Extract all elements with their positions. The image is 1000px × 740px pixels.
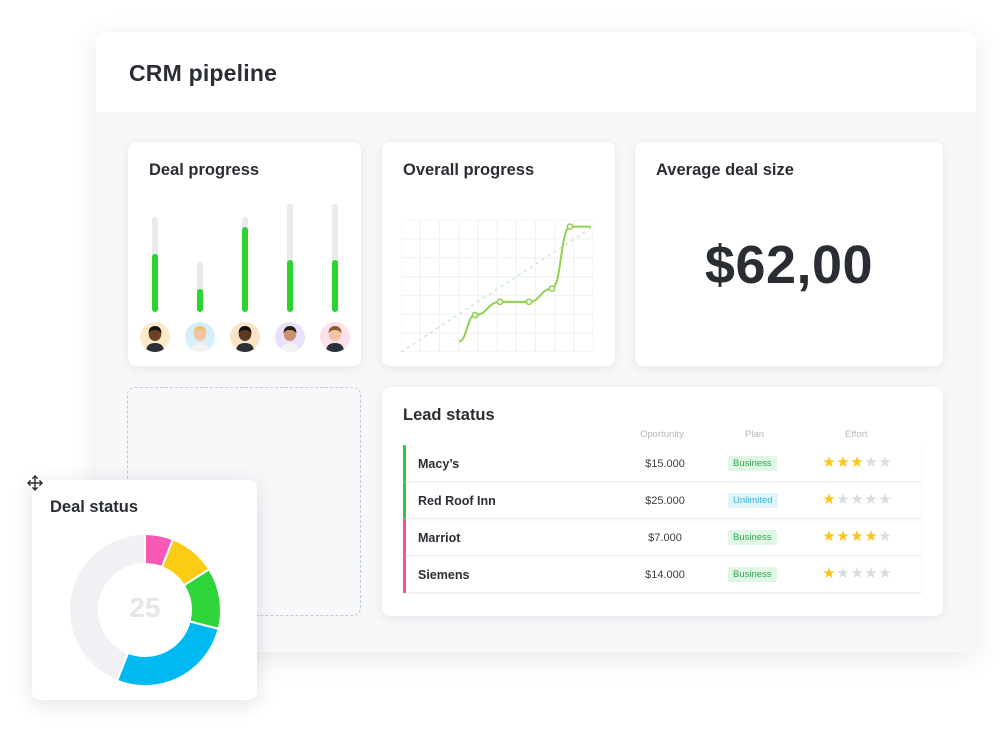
deal-progress-bar-fill bbox=[197, 289, 203, 312]
table-row[interactable]: Red Roof Inn $25.000 Unlimited ★★★★★ bbox=[403, 482, 921, 519]
plan-tag: Business bbox=[728, 456, 777, 471]
column-header-effort: Effort bbox=[845, 429, 868, 440]
row-accent bbox=[403, 445, 406, 482]
deal-progress-bar-track bbox=[242, 217, 248, 312]
lead-name: Marriot bbox=[418, 531, 461, 545]
average-deal-size-value: $62,00 bbox=[704, 235, 874, 295]
move-arrows-icon[interactable] bbox=[25, 473, 45, 493]
lead-amount: $14.000 bbox=[645, 569, 685, 581]
star-icon[interactable]: ★ bbox=[878, 491, 892, 508]
window-header: CRM pipeline bbox=[96, 32, 976, 112]
deal-progress-bar-track bbox=[152, 217, 158, 312]
donut-slice bbox=[68, 533, 146, 682]
progress-line bbox=[458, 225, 591, 343]
page-title: CRM pipeline bbox=[129, 60, 278, 86]
average-deal-size-card[interactable]: Average deal size $62,00 bbox=[635, 142, 943, 366]
star-icon[interactable]: ★ bbox=[822, 565, 836, 582]
progress-point bbox=[525, 298, 533, 306]
effort-rating[interactable]: ★★★★★ bbox=[822, 455, 892, 470]
avatar[interactable] bbox=[320, 322, 350, 352]
overall-progress-chart bbox=[401, 220, 593, 352]
star-icon[interactable]: ★ bbox=[836, 491, 850, 508]
deal-status-title: Deal status bbox=[50, 498, 139, 516]
deal-progress-bar-fill bbox=[242, 227, 248, 312]
deal-progress-bar-track bbox=[287, 204, 293, 312]
plan-tag: Unlimited bbox=[728, 493, 778, 508]
star-icon[interactable]: ★ bbox=[878, 454, 892, 471]
star-icon[interactable]: ★ bbox=[822, 454, 836, 471]
star-icon[interactable]: ★ bbox=[850, 565, 864, 582]
deal-progress-bar-fill bbox=[152, 254, 158, 312]
row-accent bbox=[403, 519, 406, 556]
star-icon[interactable]: ★ bbox=[850, 454, 864, 471]
deal-status-card[interactable]: Deal status 25 bbox=[32, 480, 257, 700]
plan-tag: Business bbox=[728, 530, 777, 545]
avatar[interactable] bbox=[275, 322, 305, 352]
star-icon[interactable]: ★ bbox=[836, 528, 850, 545]
trend-line bbox=[401, 225, 593, 352]
star-icon[interactable]: ★ bbox=[878, 528, 892, 545]
table-row[interactable]: Marriot $7.000 Business ★★★★★ bbox=[403, 519, 921, 556]
effort-rating[interactable]: ★★★★★ bbox=[822, 492, 892, 507]
lead-amount: $15.000 bbox=[645, 458, 685, 470]
lead-status-title: Lead status bbox=[403, 406, 495, 424]
effort-rating[interactable]: ★★★★★ bbox=[822, 566, 892, 581]
star-icon[interactable]: ★ bbox=[850, 528, 864, 545]
column-header-opportunity: Oportunity bbox=[640, 429, 684, 440]
star-icon[interactable]: ★ bbox=[864, 565, 878, 582]
lead-amount: $25.000 bbox=[645, 495, 685, 507]
lead-amount: $7.000 bbox=[648, 532, 682, 544]
star-icon[interactable]: ★ bbox=[850, 491, 864, 508]
row-accent bbox=[403, 482, 406, 519]
average-deal-size-title: Average deal size bbox=[656, 161, 794, 179]
overall-progress-title: Overall progress bbox=[403, 161, 535, 179]
donut-slice bbox=[115, 620, 220, 687]
deal-progress-bar-track bbox=[332, 204, 338, 312]
star-icon[interactable]: ★ bbox=[822, 528, 836, 545]
deal-status-count: 25 bbox=[129, 592, 161, 623]
progress-point bbox=[471, 311, 479, 319]
row-accent bbox=[403, 556, 406, 593]
star-icon[interactable]: ★ bbox=[864, 491, 878, 508]
table-row[interactable]: Macy’s $15.000 Business ★★★★★ bbox=[403, 445, 921, 482]
lead-name: Red Roof Inn bbox=[418, 494, 496, 508]
progress-point bbox=[548, 285, 556, 293]
star-icon[interactable]: ★ bbox=[822, 491, 836, 508]
deal-status-donut-chart bbox=[68, 533, 222, 687]
deal-progress-bar-track bbox=[197, 262, 203, 312]
overall-progress-card[interactable]: Overall progress bbox=[382, 142, 615, 366]
avatar[interactable] bbox=[140, 322, 170, 352]
lead-name: Macy’s bbox=[418, 457, 460, 471]
effort-rating[interactable]: ★★★★★ bbox=[822, 529, 892, 544]
avatar[interactable] bbox=[185, 322, 215, 352]
star-icon[interactable]: ★ bbox=[864, 528, 878, 545]
avatar[interactable] bbox=[230, 322, 260, 352]
progress-point bbox=[566, 223, 574, 230]
plan-tag: Business bbox=[728, 567, 777, 582]
star-icon[interactable]: ★ bbox=[864, 454, 878, 471]
lead-status-card[interactable]: Lead status Oportunity Plan Effort Macy’… bbox=[382, 387, 943, 616]
progress-point bbox=[496, 298, 504, 306]
table-row[interactable]: Siemens $14.000 Business ★★★★★ bbox=[403, 556, 921, 593]
star-icon[interactable]: ★ bbox=[878, 565, 892, 582]
deal-progress-bar-fill bbox=[332, 260, 338, 312]
deal-progress-title: Deal progress bbox=[149, 161, 260, 179]
column-header-plan: Plan bbox=[745, 429, 765, 440]
star-icon[interactable]: ★ bbox=[836, 565, 850, 582]
star-icon[interactable]: ★ bbox=[836, 454, 850, 471]
deal-progress-card[interactable]: Deal progress bbox=[128, 142, 361, 366]
lead-name: Siemens bbox=[418, 568, 470, 582]
deal-progress-bar-fill bbox=[287, 260, 293, 312]
